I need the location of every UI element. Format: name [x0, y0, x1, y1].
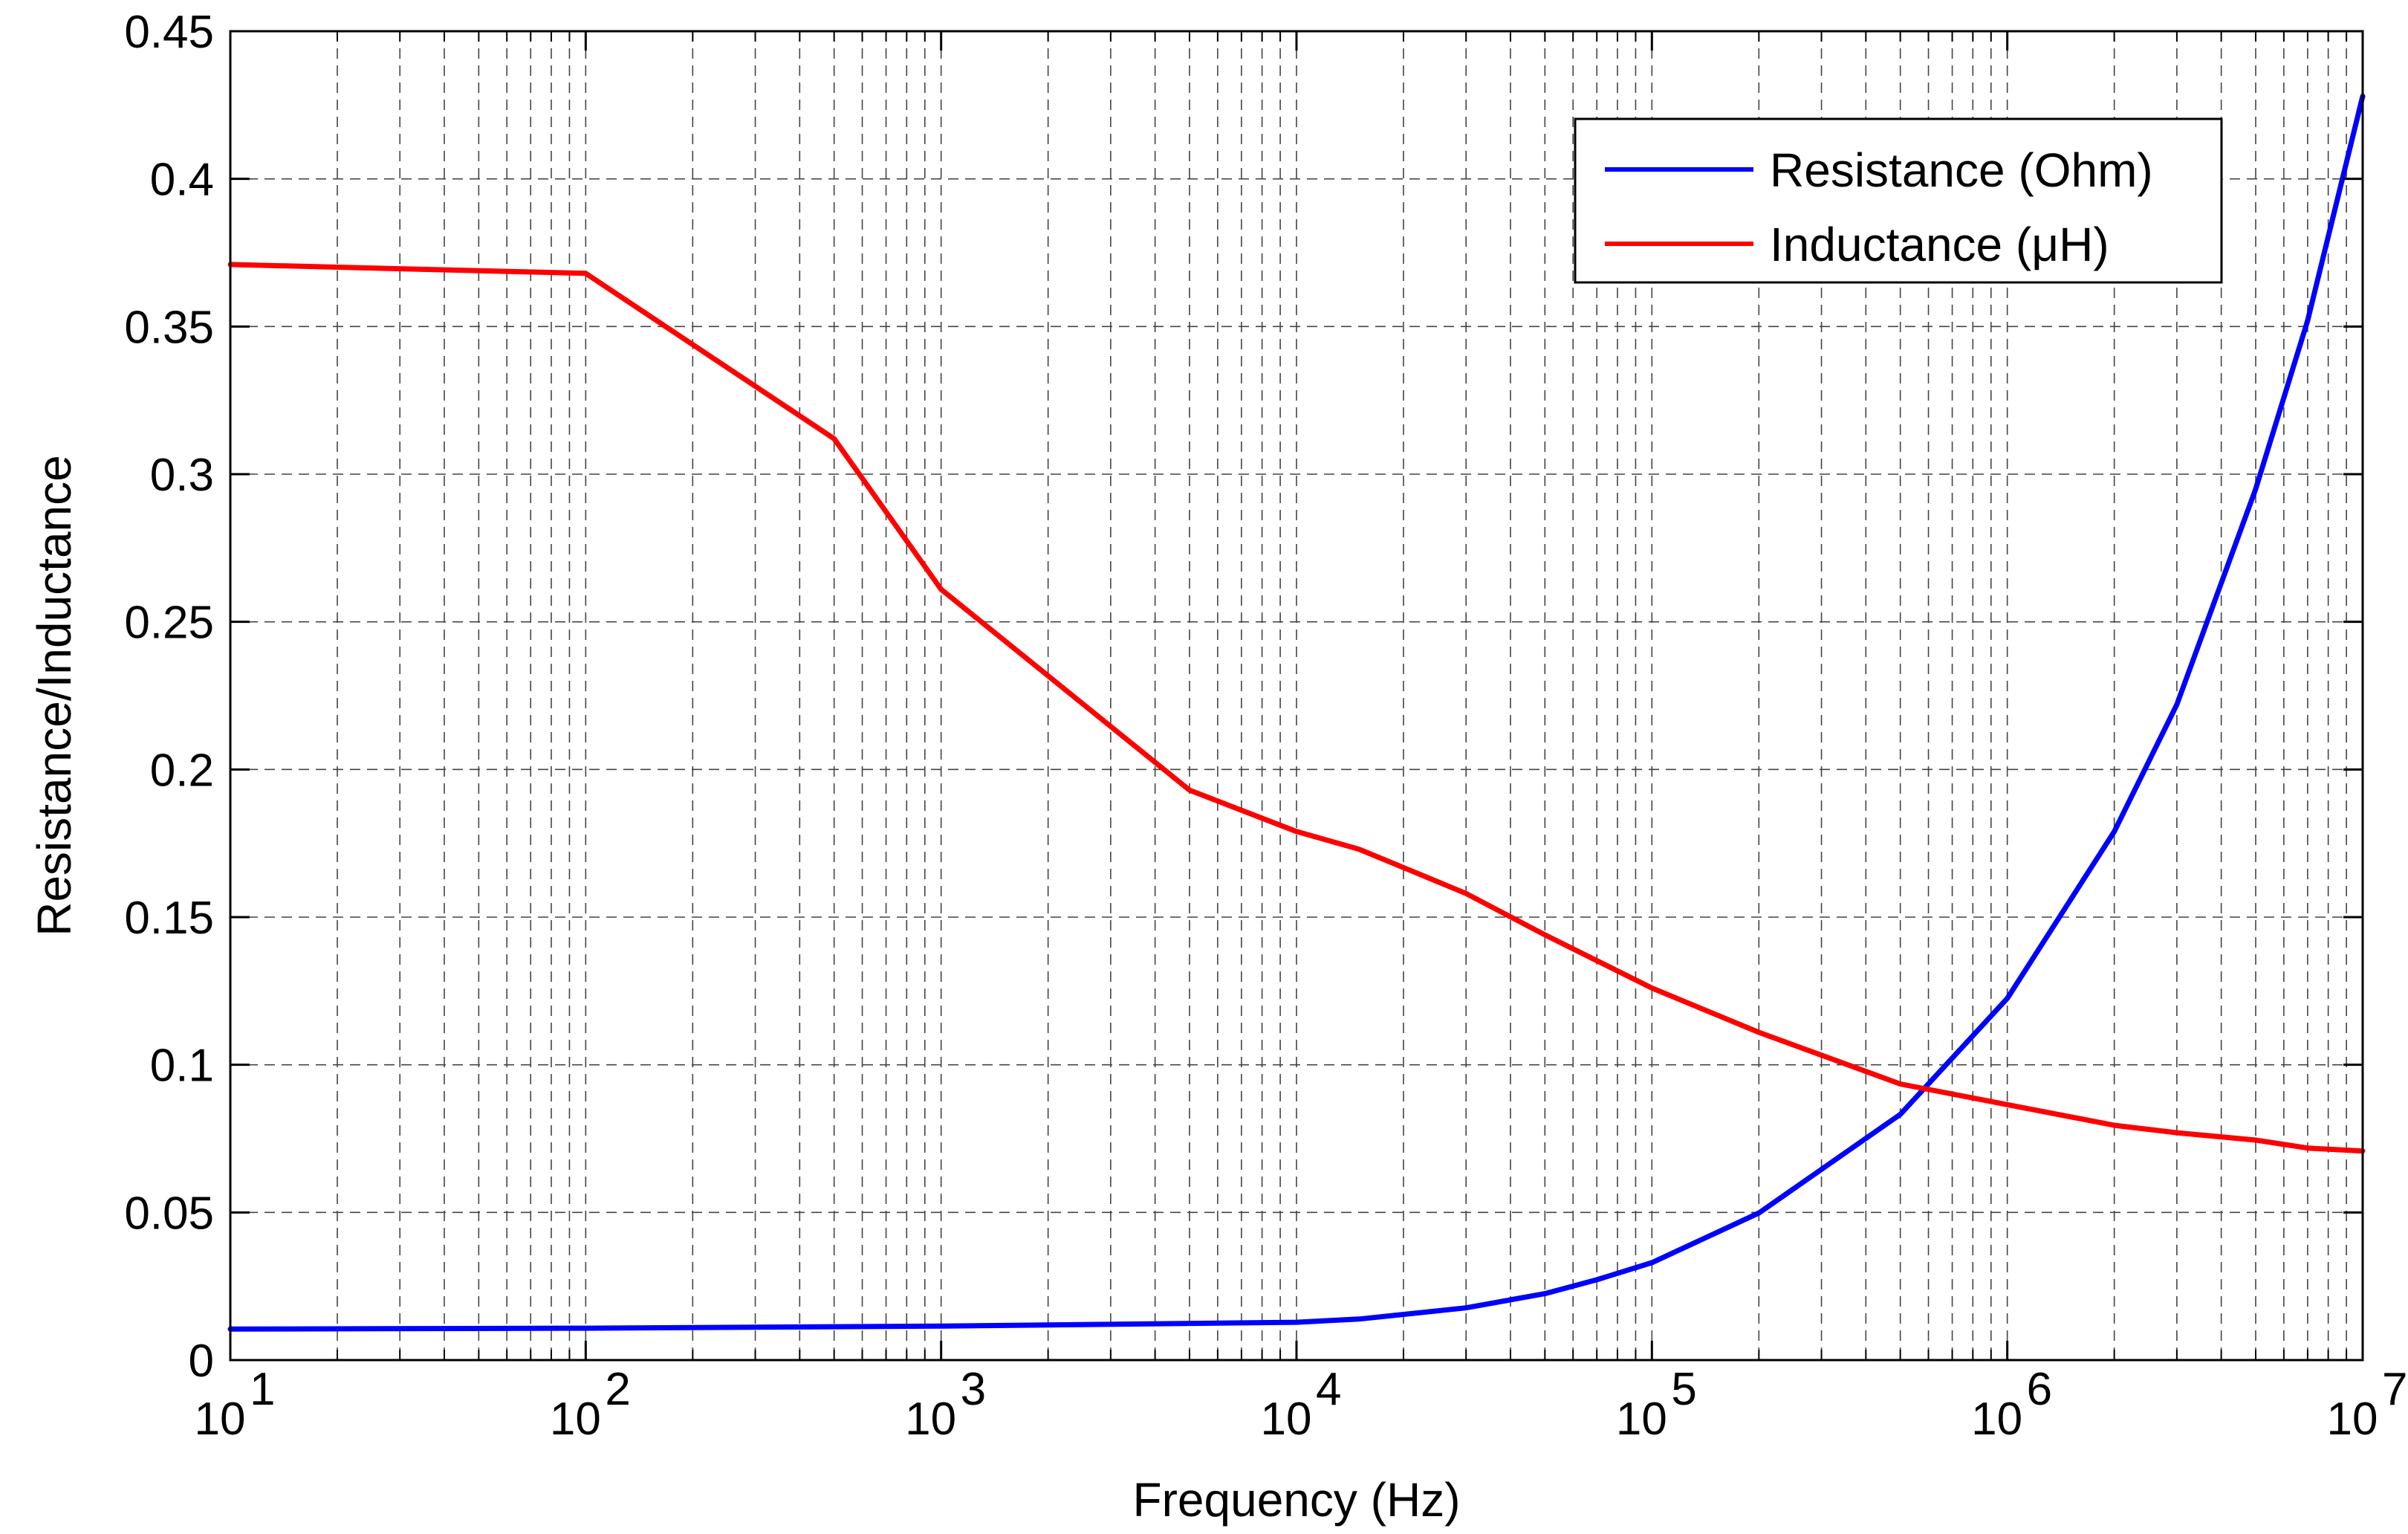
legend: Resistance (Ohm) Inductance (μH)	[1574, 117, 2223, 284]
series-line-inductance	[227, 262, 2366, 1154]
legend-box	[1574, 117, 2223, 284]
y-tick-label: 0.25	[124, 598, 214, 649]
legend-label-inductance: Inductance (μH)	[1770, 218, 2109, 271]
axes: 10110210310410510610700.050.10.150.20.25…	[124, 7, 2407, 1445]
grid	[230, 31, 2363, 1360]
y-tick-label: 0.35	[124, 302, 214, 353]
x-tick-exponent: 7	[2382, 1364, 2407, 1415]
x-tick-label: 10	[1971, 1394, 2022, 1445]
y-tick-label: 0.3	[150, 450, 214, 501]
legend-label-resistance: Resistance (Ohm)	[1770, 143, 2153, 197]
x-tick-exponent: 5	[1671, 1364, 1696, 1415]
y-tick-label: 0.4	[150, 155, 214, 206]
x-tick-exponent: 1	[250, 1364, 275, 1415]
y-tick-label: 0.2	[150, 745, 214, 796]
x-tick-exponent: 2	[605, 1364, 630, 1415]
x-tick-label: 10	[905, 1394, 956, 1445]
x-tick-label: 10	[2327, 1394, 2378, 1445]
y-tick-label: 0.1	[150, 1041, 214, 1092]
x-tick-exponent: 4	[1316, 1364, 1341, 1415]
y-axis-title: Resistance/Inductance	[27, 455, 81, 936]
series-line-resistance	[227, 93, 2366, 1332]
x-axis-title: Frequency (Hz)	[1133, 1473, 1461, 1527]
series-layer	[227, 93, 2366, 1332]
x-tick-label: 10	[1616, 1394, 1667, 1445]
x-tick-label: 10	[550, 1394, 601, 1445]
x-tick-exponent: 6	[2027, 1364, 2052, 1415]
x-tick-label: 10	[195, 1394, 246, 1445]
x-tick-label: 10	[1261, 1394, 1312, 1445]
y-tick-label: 0.45	[124, 7, 214, 58]
y-tick-label: 0.05	[124, 1188, 214, 1239]
y-tick-label: 0	[189, 1336, 214, 1387]
x-tick-exponent: 3	[961, 1364, 986, 1415]
y-tick-label: 0.15	[124, 893, 214, 944]
